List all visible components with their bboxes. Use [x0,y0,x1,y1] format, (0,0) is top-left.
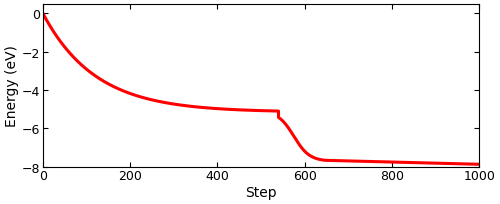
X-axis label: Step: Step [245,185,277,199]
Y-axis label: Energy (eV): Energy (eV) [5,45,19,126]
